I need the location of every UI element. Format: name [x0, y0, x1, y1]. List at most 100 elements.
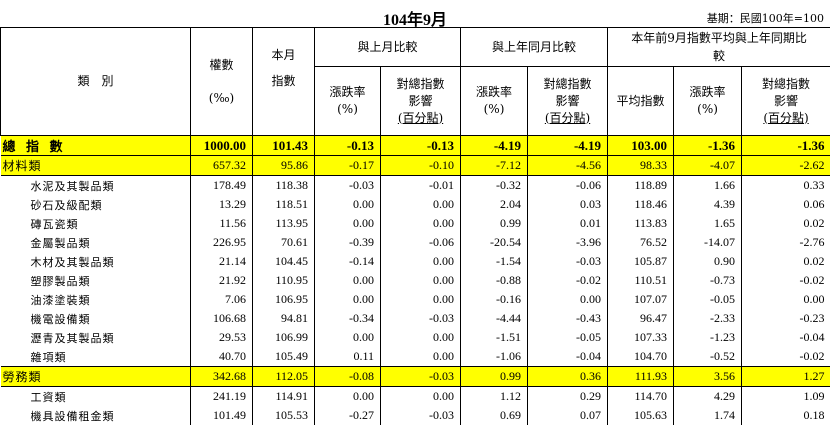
- category-name-cell: 木材及其製品類: [30, 255, 115, 269]
- table-header: 類 別 權數 (‰) 本月指數 與上月比較 與上年同月比較 本年前9月指數平均與…: [0, 27, 830, 136]
- weight-cell: 101.49: [190, 406, 253, 425]
- header-weight: 權數 (‰): [190, 27, 253, 136]
- month-rate-cell: -0.03: [314, 175, 381, 195]
- avg-index-cell: 111.93: [607, 366, 674, 387]
- table-row: 塑膠製品類 21.92 110.95 0.00 0.00 -0.88 -0.02 110.51…: [1, 271, 830, 290]
- year-impact-cell: 0.03: [527, 195, 608, 214]
- header-m-rate-label: 漲跌率: [329, 85, 366, 99]
- weight-cell: 11.56: [190, 214, 253, 233]
- table-body: 總 指 數 1000.00 101.43 -0.13 -0.13 -4.19 -4.19 10…: [0, 135, 830, 425]
- header-avg-index: 平均指數: [607, 66, 675, 136]
- total-row: 總 指 數 1000.00 101.43 -0.13 -0.13 -4.19 -4.19 10…: [0, 135, 830, 156]
- year-impact-cell: 0.07: [527, 406, 608, 425]
- month-impact-cell: 0.00: [379, 328, 461, 347]
- header-y-impact: 對總指數影響 (百分點): [527, 66, 609, 136]
- month-impact-cell: -0.01: [379, 175, 461, 195]
- header-a-impact: 對總指數影響 (百分點): [741, 66, 830, 136]
- category-name-cell: 工資類: [0, 386, 191, 406]
- header-vs-same-month: 與上年同月比較: [460, 27, 609, 67]
- avg-impact-cell: 0.00: [741, 290, 830, 309]
- weight-cell: 13.29: [190, 195, 253, 214]
- avg-impact-cell: -0.23: [741, 309, 830, 328]
- avg-rate-cell: -2.33: [673, 309, 742, 328]
- month-rate-cell: 0.00: [314, 271, 381, 290]
- table-row: 金屬製品類 226.95 70.61 -0.39 -0.06 -20.54 -3.96 76.…: [1, 233, 830, 252]
- header-a-impact-label: 對總指數影響: [762, 76, 811, 108]
- category-name-cell: 瀝青及其製品類: [30, 331, 115, 345]
- header-y-impact-label: 對總指數影響: [543, 76, 592, 108]
- weight-cell: 21.14: [190, 252, 253, 271]
- year-rate-cell: 0.99: [460, 214, 528, 233]
- month-rate-cell: -0.13: [314, 135, 381, 156]
- year-impact-cell: -0.03: [527, 252, 608, 271]
- table-row: 工資類 241.19 114.91 0.00 0.00 1.12 0.29 114.70 4.2…: [0, 386, 830, 406]
- avg-rate-cell: 4.29: [673, 386, 742, 406]
- table-row: 瀝青及其製品類 29.53 106.99 0.00 0.00 -1.51 -0.05 107.…: [1, 328, 830, 347]
- month-index-cell: 105.49: [252, 347, 315, 367]
- header-ytd-compare-label: 本年前9月指數平均與上年同期比較: [631, 31, 807, 63]
- header-ytd-compare: 本年前9月指數平均與上年同期比較: [607, 27, 830, 67]
- table-row: 木材及其製品類 21.14 104.45 -0.14 0.00 -1.54 -0.03 105…: [1, 252, 830, 271]
- avg-impact-cell: -0.02: [741, 271, 830, 290]
- category-name-cell: 塑膠製品類: [30, 274, 91, 288]
- avg-index-cell: 105.87: [607, 252, 674, 271]
- avg-impact-cell: -2.76: [741, 233, 830, 252]
- category-name-cell: 金屬製品類: [30, 236, 91, 250]
- avg-impact-cell: 1.09: [741, 386, 830, 406]
- month-index-cell: 106.95: [252, 290, 315, 309]
- month-impact-cell: -0.03: [379, 406, 461, 425]
- month-rate-cell: 0.00: [314, 290, 381, 309]
- year-rate-cell: -1.54: [460, 252, 528, 271]
- header-a-rate: 漲跌率 (%): [673, 66, 743, 136]
- avg-rate-cell: -14.07: [673, 233, 742, 252]
- avg-rate-cell: -0.05: [673, 290, 742, 309]
- year-rate-cell: -20.54: [460, 233, 528, 252]
- month-rate-cell: 0.00: [314, 195, 381, 214]
- year-rate-cell: -4.44: [460, 309, 528, 328]
- year-rate-cell: 2.04: [460, 195, 528, 214]
- category-name-cell: 磚瓦瓷類: [30, 217, 79, 231]
- avg-impact-cell: 1.27: [741, 366, 830, 387]
- avg-index-cell: 103.00: [607, 135, 674, 156]
- weight-cell: 241.19: [190, 386, 253, 406]
- weight-cell: 29.53: [190, 328, 253, 347]
- weight-cell: 178.49: [190, 175, 253, 195]
- category-name-cell: 水泥及其製品類: [0, 175, 191, 195]
- weight-cell: 7.06: [190, 290, 253, 309]
- month-rate-cell: 0.00: [314, 214, 381, 233]
- month-impact-cell: -0.13: [379, 135, 461, 156]
- weight-cell: 106.68: [190, 309, 253, 328]
- avg-index-cell: 105.63: [607, 406, 674, 425]
- avg-rate-cell: 3.56: [673, 366, 742, 387]
- category-name-cell: 雜項類: [30, 350, 67, 364]
- header-m-impact-unit: (百分點): [397, 110, 444, 125]
- month-index-cell: 95.86: [252, 155, 315, 176]
- category-name-cell: 砂石及級配類: [30, 198, 103, 212]
- avg-index-cell: 76.52: [607, 233, 674, 252]
- year-impact-cell: -0.02: [527, 271, 608, 290]
- month-index-cell: 118.51: [252, 195, 315, 214]
- avg-index-cell: 110.51: [607, 271, 674, 290]
- month-rate-cell: -0.27: [314, 406, 381, 425]
- avg-index-cell: 107.07: [607, 290, 674, 309]
- avg-rate-cell: -4.07: [673, 155, 742, 176]
- table-row: 雜項類 40.70 105.49 0.11 0.00 -1.06 -0.04 104.70 -0…: [1, 347, 830, 367]
- year-rate-cell: -0.88: [460, 271, 528, 290]
- group-row: 勞務類 342.68 112.05 -0.08 -0.03 0.99 0.36 111.93 3…: [0, 366, 830, 387]
- avg-index-cell: 118.46: [607, 195, 674, 214]
- month-impact-cell: 0.00: [379, 386, 461, 406]
- avg-index-cell: 113.83: [607, 214, 674, 233]
- header-m-rate-unit: (%): [337, 102, 358, 116]
- report-title: 104年9月: [382, 12, 447, 29]
- year-impact-cell: -4.56: [527, 155, 608, 176]
- year-impact-cell: 0.29: [527, 386, 608, 406]
- month-index-cell: 104.45: [252, 252, 315, 271]
- header-category: 類 別: [0, 27, 191, 136]
- avg-index-cell: 114.70: [607, 386, 674, 406]
- table-row: 機具設備租金類 101.49 105.53 -0.27 -0.03 0.69 0.07 105…: [1, 406, 830, 425]
- weight-cell: 657.32: [190, 155, 253, 176]
- avg-impact-cell: 0.33: [741, 175, 830, 195]
- weight-cell: 342.68: [190, 366, 253, 387]
- avg-impact-cell: 0.18: [741, 406, 830, 425]
- month-index-cell: 94.81: [252, 309, 315, 328]
